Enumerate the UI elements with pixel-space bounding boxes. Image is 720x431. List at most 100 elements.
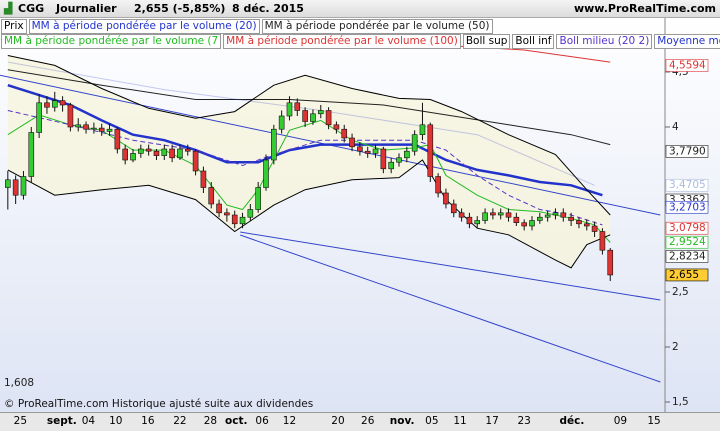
candle-body xyxy=(177,148,183,159)
candle-body xyxy=(583,223,590,227)
symbol: CGG xyxy=(18,2,45,15)
x-tick-label: déc. xyxy=(559,415,585,427)
last-value-label: 2,655 xyxy=(669,269,699,281)
candle-body xyxy=(75,124,82,128)
x-tick-label: 26 xyxy=(361,415,375,427)
candle-body xyxy=(83,124,89,130)
last-value-box xyxy=(665,200,709,214)
candle-body xyxy=(529,220,535,227)
legend-row: Prix MM à période pondérée par le volume … xyxy=(1,19,493,34)
last-value-label: 3,2703 xyxy=(669,201,706,213)
header: ▟ CGG Journalier 2,655 (-5,85%) 8 déc. 2… xyxy=(0,0,720,18)
indicator-line xyxy=(7,110,603,226)
x-tick-label: 09 xyxy=(613,415,628,427)
x-axis: 25 sept. 04 10 16 22 28 oct. 06 12 20 26 nov. 05 11 17 2… xyxy=(0,412,720,431)
x-tick-label: 28 xyxy=(203,415,218,427)
candle-body xyxy=(216,203,222,214)
last-value-label: 3,0798 xyxy=(669,222,706,234)
x-tick-label: 15 xyxy=(647,415,661,427)
x-tick-label: 10 xyxy=(109,415,123,427)
candle-body xyxy=(67,104,74,128)
candle-body xyxy=(145,148,152,152)
trendline xyxy=(240,231,661,301)
candle-body xyxy=(138,148,144,154)
candle-body xyxy=(450,203,457,214)
candle-body xyxy=(474,220,481,225)
axis: 4,542,521,51,6084,55943,77903,47053,3362… xyxy=(4,59,709,416)
x-tick-label: 11 xyxy=(453,415,467,427)
candle-body xyxy=(333,124,340,130)
candle-body xyxy=(435,176,441,194)
candle-body xyxy=(505,212,512,218)
candle-body xyxy=(247,209,254,218)
legend-entry: MM à période pondérée par le volume (100… xyxy=(223,34,461,49)
legend-entry: Boll milieu (20 2) xyxy=(556,34,653,49)
y-tick-label: 2 xyxy=(672,341,679,353)
x-tick-label: 23 xyxy=(517,415,531,427)
last-value-box xyxy=(665,221,709,235)
last-value-box xyxy=(665,235,709,249)
plot-background xyxy=(0,17,720,412)
site: www.ProRealTime.com xyxy=(573,2,716,15)
candle-body xyxy=(411,134,418,152)
legend-entry: Boll inf xyxy=(512,34,555,49)
x-tick-label: 16 xyxy=(141,415,155,427)
candle-body xyxy=(294,102,301,111)
candle-body xyxy=(310,113,316,122)
candle-body xyxy=(599,231,606,251)
candle-body xyxy=(544,214,551,218)
candle-body xyxy=(396,157,402,163)
y-tick-label: 2,5 xyxy=(672,286,689,298)
candle-body xyxy=(5,179,11,188)
legend-entry: Moyenne mobile xyxy=(654,34,720,49)
candle-body xyxy=(263,159,269,188)
legend-row: MM à période pondérée par le volume (7 MM… xyxy=(1,34,720,49)
candle-body xyxy=(497,212,504,216)
candle-body xyxy=(443,192,449,205)
candle-body xyxy=(380,148,387,170)
candle-body xyxy=(12,179,19,196)
candle-body xyxy=(36,102,42,133)
candle-body xyxy=(357,146,363,152)
quote: 2,655 (-5,85%) xyxy=(134,2,226,15)
y-tick-label: 4 xyxy=(672,121,679,133)
candle-body xyxy=(130,153,136,161)
indicator-line xyxy=(7,159,611,269)
candle-body xyxy=(427,124,434,177)
x-tick-label: nov. xyxy=(389,415,415,427)
candle-body xyxy=(200,170,207,188)
legend-entry: MM à période pondérée par le volume (7 xyxy=(1,34,222,49)
candle-body xyxy=(169,148,175,159)
last-value-box xyxy=(665,250,709,263)
candle-body xyxy=(388,161,394,170)
candle-body xyxy=(231,214,238,225)
candle-body xyxy=(552,212,559,216)
x-tick-label: 22 xyxy=(173,415,187,427)
candle-body xyxy=(278,115,285,130)
indicator-line xyxy=(7,69,611,146)
last-value-label: 3,4705 xyxy=(669,179,706,191)
candle-body xyxy=(106,128,113,132)
candle-body xyxy=(208,187,215,205)
x-tick-label: 04 xyxy=(81,415,96,427)
candle-body xyxy=(98,127,105,132)
last-value-label: 3,7790 xyxy=(669,145,706,157)
candle-body xyxy=(349,137,355,148)
legend-entry: MM à période pondérée par le volume (50) xyxy=(261,19,493,34)
candle-body xyxy=(91,127,97,130)
candle-body xyxy=(192,150,199,172)
last-value-label: 2,9524 xyxy=(669,236,706,248)
x-tick-label: 17 xyxy=(485,415,499,427)
candle-body xyxy=(325,110,332,126)
candle-body xyxy=(490,212,496,216)
candle-body xyxy=(576,220,582,225)
candle-body xyxy=(20,176,27,196)
x-tick-label: sept. xyxy=(46,415,77,427)
bollinger-fill xyxy=(7,55,611,268)
indicator-line xyxy=(430,44,611,63)
candle-body xyxy=(364,150,371,154)
indicator-line xyxy=(7,84,603,197)
y-tick-label: 1,5 xyxy=(672,396,689,408)
candle-body xyxy=(521,222,527,227)
